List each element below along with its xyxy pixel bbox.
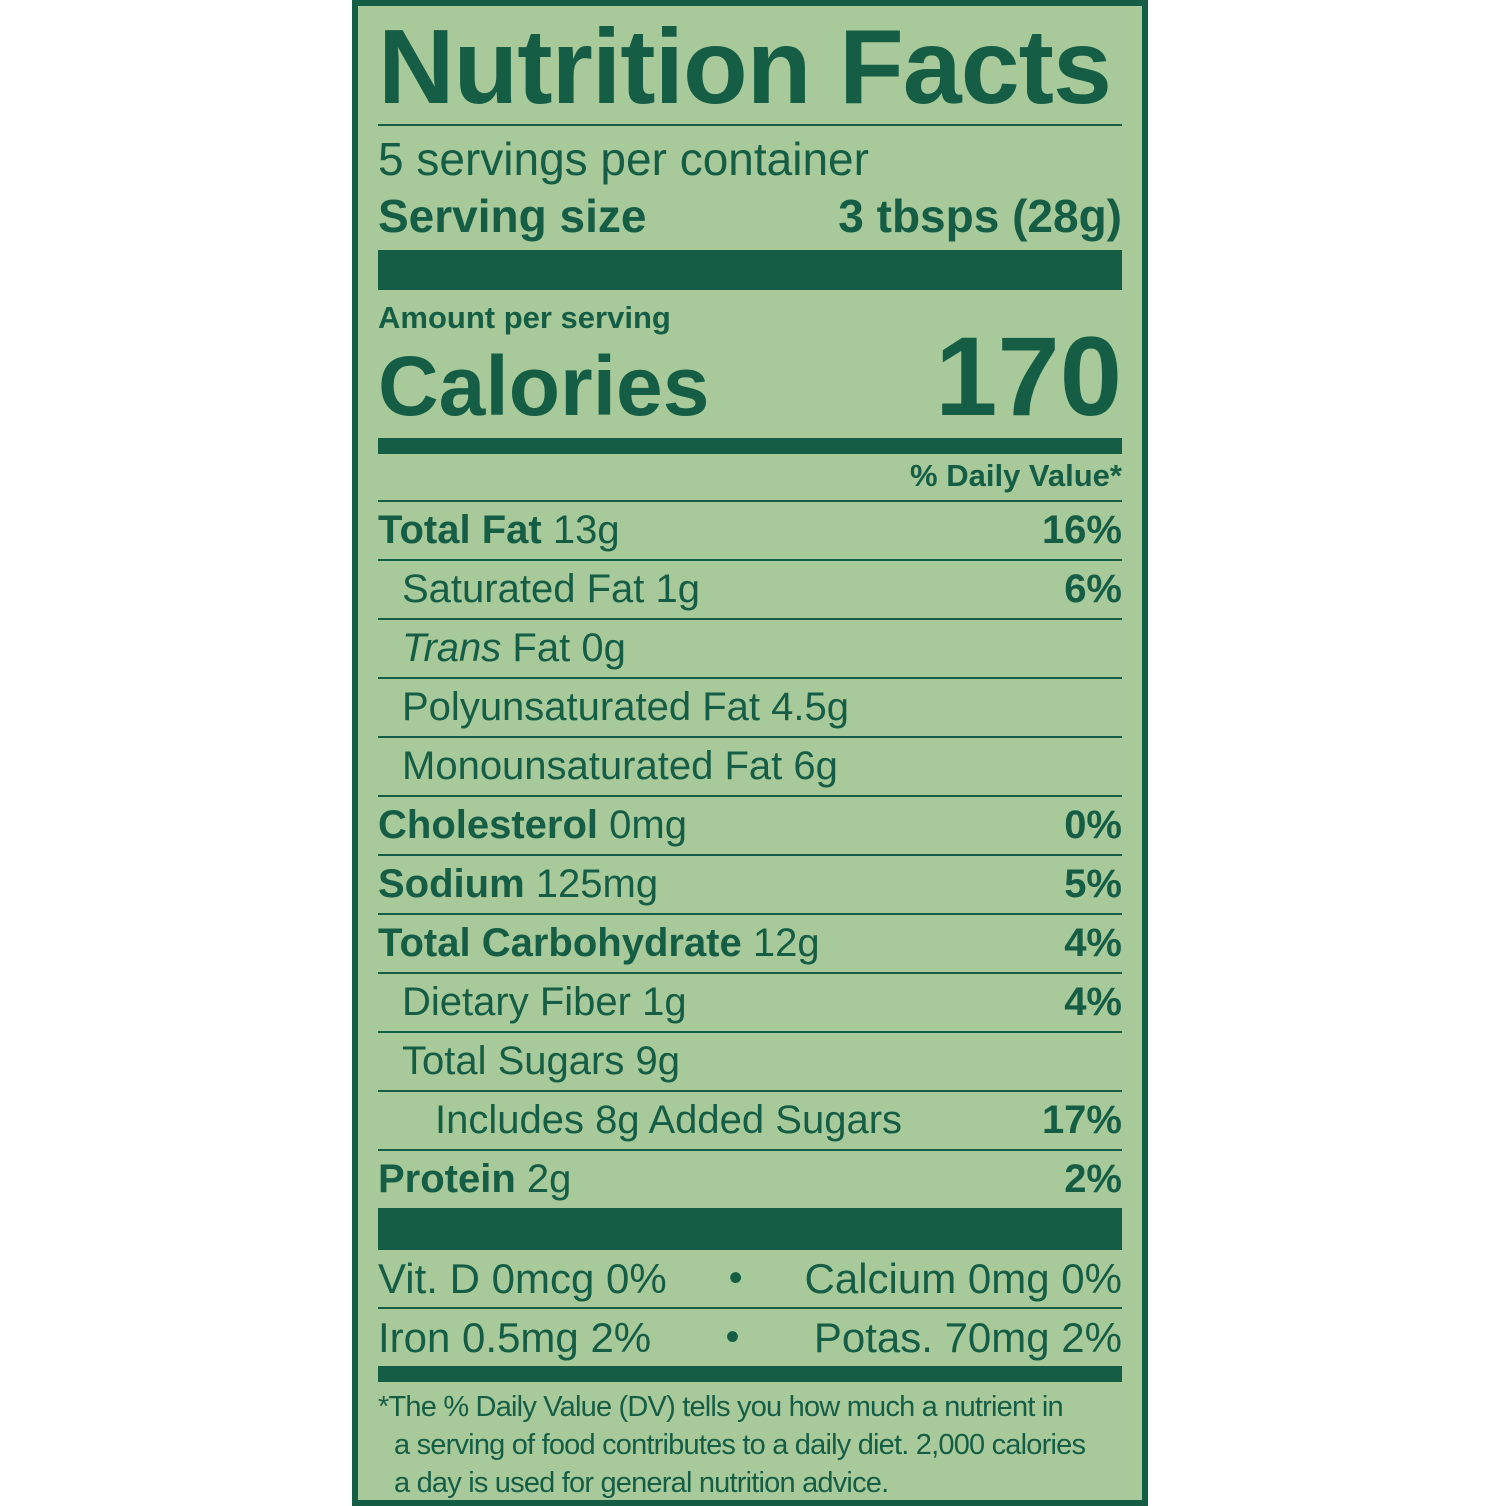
- thick-divider: [378, 1208, 1122, 1250]
- nutrient-amount: 12g: [752, 921, 820, 965]
- nutrient-daily-value: 4%: [1064, 980, 1122, 1024]
- nutrient-label: Total Carbohydrate: [378, 921, 742, 965]
- nutrient-name: Protein 2g: [378, 1157, 571, 1202]
- nutrient-amount: 9g: [635, 1039, 680, 1083]
- vitamin-row: Vit. D 0mcg 0% • Calcium 0mg 0%: [378, 1250, 1122, 1307]
- nutrient-daily-value: 4%: [1064, 921, 1122, 965]
- nutrient-name: Sodium 125mg: [378, 862, 658, 907]
- nutrient-row: Protein 2g 2%: [378, 1149, 1122, 1208]
- nutrient-name: Dietary Fiber 1g: [378, 980, 687, 1025]
- nutrient-daily-value: 0%: [1064, 803, 1122, 847]
- nutrient-name: Total Carbohydrate 12g: [378, 921, 820, 966]
- nutrient-label: Monounsaturated Fat: [402, 744, 783, 788]
- nutrient-name: Trans Fat 0g: [378, 626, 626, 671]
- nutrient-label: Dietary Fiber: [402, 980, 631, 1024]
- nutrient-row: Total Sugars 9g: [378, 1031, 1122, 1090]
- iron: Iron 0.5mg 2%: [378, 1313, 652, 1361]
- nutrient-amount: 1g: [642, 980, 687, 1024]
- serving-size-value: 3 tbsps (28g): [838, 190, 1122, 242]
- daily-value-header: % Daily Value*: [910, 458, 1122, 493]
- nutrient-daily-value: 17%: [1041, 1098, 1122, 1142]
- divider: [378, 124, 1122, 126]
- nutrient-label: Polyunsaturated Fat: [402, 685, 760, 729]
- vitamin-d: Vit. D 0mcg 0%: [378, 1254, 667, 1302]
- nutrient-row: Sodium 125mg 5%: [378, 854, 1122, 913]
- nutrient-name: Includes 8g Added Sugars: [378, 1098, 902, 1143]
- nutrient-label: Cholesterol: [378, 803, 599, 847]
- bullet-separator: •: [728, 1256, 743, 1300]
- nutrient-amount: 13g: [552, 508, 620, 552]
- nutrient-daily-value: 5%: [1064, 862, 1122, 906]
- nutrient-label: Sodium: [378, 862, 525, 906]
- label-title: Nutrition Facts: [378, 8, 1112, 126]
- nutrient-daily-value: 16%: [1041, 508, 1122, 552]
- nutrient-row: Dietary Fiber 1g 4%: [378, 972, 1122, 1031]
- amount-per-serving: Amount per serving: [378, 300, 671, 335]
- serving-size-label: Serving size: [378, 190, 647, 242]
- footnote-line: *The % Daily Value (DV) tells you how mu…: [378, 1391, 1064, 1423]
- vitamin-row: Iron 0.5mg 2% • Potas. 70mg 2%: [378, 1309, 1122, 1366]
- nutrient-row: Trans Fat 0g: [378, 618, 1122, 677]
- footnote: *The % Daily Value (DV) tells you how mu…: [378, 1388, 1122, 1502]
- nutrient-label: Total Sugars: [402, 1039, 625, 1083]
- nutrient-amount: 6g: [793, 744, 838, 788]
- nutrient-row: Saturated Fat 1g 6%: [378, 559, 1122, 618]
- nutrient-row: Total Carbohydrate 12g 4%: [378, 913, 1122, 972]
- nutrient-label: Trans: [402, 626, 502, 670]
- nutrient-label: Protein: [378, 1157, 516, 1201]
- nutrient-row: Includes 8g Added Sugars 17%: [378, 1090, 1122, 1149]
- nutrient-amount: 4.5g: [771, 685, 849, 729]
- footnote-line: a serving of food contributes to a daily…: [394, 1429, 1086, 1461]
- bullet-separator: •: [725, 1315, 740, 1359]
- nutrient-name: Monounsaturated Fat 6g: [378, 744, 838, 789]
- nutrient-name: Saturated Fat 1g: [378, 567, 700, 612]
- serving-size: Serving size 3 tbsps (28g): [378, 188, 1122, 250]
- nutrient-amount: 0g: [581, 626, 626, 670]
- nutrient-row: Total Fat 13g 16%: [378, 500, 1122, 559]
- potassium: Potas. 70mg 2%: [813, 1313, 1122, 1361]
- calories-label: Calories: [378, 339, 710, 433]
- nutrient-amount: 125mg: [535, 862, 659, 906]
- divider: [378, 1307, 1122, 1309]
- nutrient-amount: 1g: [655, 567, 701, 611]
- nutrient-row: Cholesterol 0mg 0%: [378, 795, 1122, 854]
- calories-row: Calories 170: [378, 314, 1122, 440]
- nutrient-name: Polyunsaturated Fat 4.5g: [378, 685, 849, 730]
- nutrient-row: Polyunsaturated Fat 4.5g: [378, 677, 1122, 736]
- nutrient-name: Cholesterol 0mg: [378, 803, 687, 848]
- nutrient-label: Includes 8g Added Sugars: [435, 1098, 903, 1142]
- thick-divider: [378, 250, 1122, 290]
- nutrient-daily-value: 2%: [1064, 1157, 1122, 1201]
- calcium: Calcium 0mg 0%: [804, 1254, 1122, 1302]
- servings-per-container: 5 servings per container: [378, 133, 869, 185]
- footnote-line: a day is used for general nutrition advi…: [394, 1467, 889, 1499]
- nutrient-amount: 0mg: [609, 803, 687, 847]
- nutrient-amount: 2g: [526, 1157, 572, 1201]
- nutrient-list: Total Fat 13g 16% Saturated Fat 1g 6% Trans …: [378, 500, 1122, 1208]
- nutrient-daily-value: 6%: [1064, 567, 1122, 611]
- nutrient-row: Monounsaturated Fat 6g: [378, 736, 1122, 795]
- calories-value: 170: [935, 314, 1122, 439]
- thin-bar-divider: [378, 1366, 1122, 1382]
- nutrient-label: Saturated Fat: [402, 567, 645, 611]
- nutrient-name: Total Fat 13g: [378, 508, 620, 553]
- nutrient-label: Total Fat: [378, 508, 542, 552]
- nutrient-label-suffix: Fat: [512, 626, 571, 670]
- nutrient-name: Total Sugars 9g: [378, 1039, 680, 1084]
- nutrition-facts-label: Nutrition Facts 5 servings per container…: [352, 0, 1148, 1506]
- medium-divider: [378, 438, 1122, 454]
